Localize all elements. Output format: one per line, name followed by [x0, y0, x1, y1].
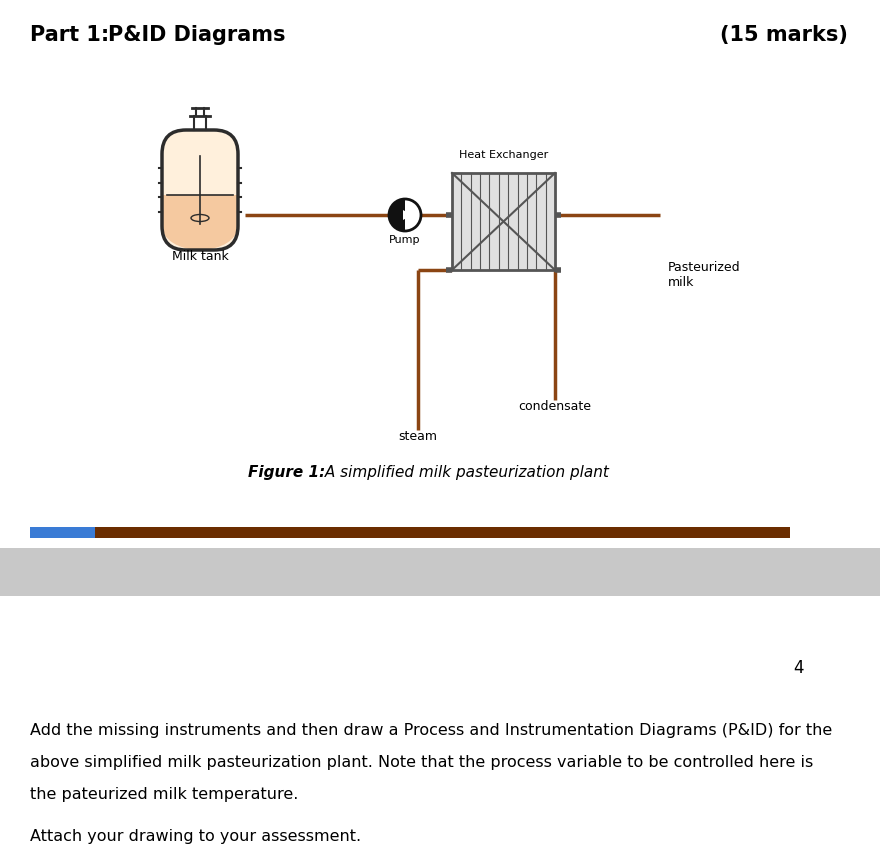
Bar [452, 173, 555, 270]
Text: Part 1:: Part 1: [30, 25, 109, 45]
Polygon shape [389, 199, 405, 231]
Circle shape [389, 199, 421, 231]
FancyBboxPatch shape [162, 130, 238, 250]
Text: 4: 4 [793, 659, 803, 677]
Text: Heat Exchanger: Heat Exchanger [458, 150, 548, 160]
Text: condensate: condensate [518, 400, 591, 413]
Text: above simplified milk pasteurization plant. Note that the process variable to be: above simplified milk pasteurization pla… [30, 754, 813, 770]
Bar [0, 596, 880, 860]
Bar [95, 527, 790, 538]
Text: Attach your drawing to your assessment.: Attach your drawing to your assessment. [30, 828, 361, 844]
Polygon shape [403, 210, 412, 220]
Text: the pateurized milk temperature.: the pateurized milk temperature. [30, 787, 298, 802]
Text: Pump: Pump [389, 235, 421, 245]
Text: Figure 1:: Figure 1: [248, 464, 326, 480]
Text: steam: steam [399, 430, 437, 443]
Text: Add the missing instruments and then draw a Process and Instrumentation Diagrams: Add the missing instruments and then dra… [30, 722, 832, 738]
Bar [30, 527, 95, 538]
Text: A simplified milk pasteurization plant: A simplified milk pasteurization plant [320, 464, 609, 480]
Bar [162, 195, 238, 226]
Text: Milk tank: Milk tank [172, 250, 229, 263]
Text: P&ID Diagrams: P&ID Diagrams [108, 25, 285, 45]
Text: Pasteurized
milk: Pasteurized milk [668, 261, 741, 289]
Bar [0, 548, 880, 596]
Ellipse shape [162, 202, 238, 250]
Text: (15 marks): (15 marks) [720, 25, 848, 45]
